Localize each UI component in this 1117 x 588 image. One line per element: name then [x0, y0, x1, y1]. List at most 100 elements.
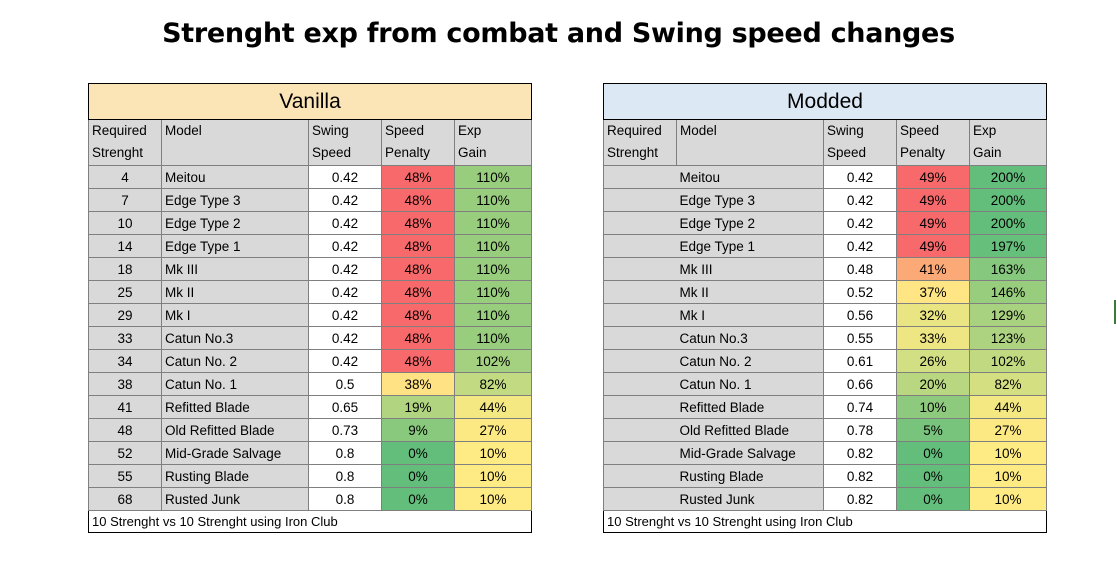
model-cell: Mk I	[161, 303, 309, 327]
speed-penalty-cell: 38%	[381, 372, 455, 396]
model-cell: Edge Type 3	[676, 188, 824, 212]
speed-penalty-cell: 49%	[896, 165, 970, 189]
modded-table: Modded Required Strenght Model Swing Speed…	[603, 83, 1047, 533]
swing-speed-cell: 0.42	[308, 280, 382, 304]
swing-speed-cell: 0.42	[823, 165, 897, 189]
exp-gain-cell: 197%	[969, 234, 1047, 258]
modded-heading: Modded	[603, 83, 1047, 120]
swing-speed-cell: 0.42	[308, 165, 382, 189]
swing-speed-cell: 0.82	[823, 464, 897, 488]
swing-speed-cell: 0.52	[823, 280, 897, 304]
exp-gain-cell: 27%	[453, 418, 533, 442]
swing-speed-cell: 0.5	[308, 372, 382, 396]
speed-penalty-cell: 49%	[896, 234, 970, 258]
required-strenght-cell: 14	[88, 234, 162, 258]
col-exp-gain: Exp Gain	[453, 119, 533, 166]
required-strenght-cell: 10	[88, 211, 162, 235]
speed-penalty-cell: 10%	[896, 395, 970, 419]
speed-penalty-cell: 0%	[381, 487, 455, 511]
required-strenght-cell: 18	[88, 257, 162, 281]
model-cell: Catun No.3	[676, 326, 824, 350]
table-row: Catun No. 1 0.66 20% 82%	[603, 372, 1047, 396]
table-row: 29 Mk I 0.42 48% 110%	[88, 303, 533, 327]
table-row: Catun No.3 0.55 33% 123%	[603, 326, 1047, 350]
swing-speed-cell: 0.42	[308, 257, 382, 281]
exp-gain-cell: 110%	[453, 280, 533, 304]
speed-penalty-cell: 49%	[896, 211, 970, 235]
table-row: Mid-Grade Salvage 0.82 0% 10%	[603, 441, 1047, 465]
table-row: 4 Meitou 0.42 48% 110%	[88, 165, 533, 189]
model-cell: Edge Type 2	[676, 211, 824, 235]
exp-gain-cell: 10%	[969, 441, 1047, 465]
model-cell: Rusted Junk	[161, 487, 309, 511]
model-cell: Edge Type 1	[676, 234, 824, 258]
speed-penalty-cell: 48%	[381, 188, 455, 212]
table-row: Rusting Blade 0.82 0% 10%	[603, 464, 1047, 488]
vanilla-heading: Vanilla	[87, 83, 533, 120]
required-strenght-cell: 38	[88, 372, 162, 396]
swing-speed-cell: 0.78	[823, 418, 897, 442]
swing-speed-cell: 0.55	[823, 326, 897, 350]
table-row: 10 Edge Type 2 0.42 48% 110%	[88, 211, 533, 235]
speed-penalty-cell: 48%	[381, 211, 455, 235]
speed-penalty-cell: 37%	[896, 280, 970, 304]
swing-speed-cell: 0.42	[308, 303, 382, 327]
swing-speed-cell: 0.48	[823, 257, 897, 281]
swing-speed-cell: 0.74	[823, 395, 897, 419]
exp-gain-cell: 110%	[453, 257, 533, 281]
vanilla-table: Vanilla Required Strenght Model Swing Spee…	[87, 83, 533, 533]
required-strenght-cell	[603, 280, 677, 304]
model-cell: Catun No.3	[161, 326, 309, 350]
speed-penalty-cell: 48%	[381, 349, 455, 373]
table-row: Edge Type 1 0.42 49% 197%	[603, 234, 1047, 258]
table-row: 52 Mid-Grade Salvage 0.8 0% 10%	[88, 441, 533, 465]
exp-gain-cell: 10%	[453, 487, 533, 511]
required-strenght-cell	[603, 303, 677, 327]
swing-speed-cell: 0.73	[308, 418, 382, 442]
speed-penalty-cell: 49%	[896, 188, 970, 212]
table-row: Mk II 0.52 37% 146%	[603, 280, 1047, 304]
exp-gain-cell: 123%	[969, 326, 1047, 350]
exp-gain-cell: 129%	[969, 303, 1047, 327]
model-cell: Meitou	[676, 165, 824, 189]
required-strenght-cell: 25	[88, 280, 162, 304]
table-row: 38 Catun No. 1 0.5 38% 82%	[88, 372, 533, 396]
speed-penalty-cell: 9%	[381, 418, 455, 442]
required-strenght-cell	[603, 464, 677, 488]
swing-speed-cell: 0.65	[308, 395, 382, 419]
model-cell: Mk III	[676, 257, 824, 281]
speed-penalty-cell: 0%	[896, 441, 970, 465]
model-cell: Old Refitted Blade	[676, 418, 824, 442]
speed-penalty-cell: 5%	[896, 418, 970, 442]
exp-gain-cell: 110%	[453, 211, 533, 235]
exp-gain-cell: 10%	[969, 487, 1047, 511]
model-cell: Mk II	[161, 280, 309, 304]
model-cell: Mk I	[676, 303, 824, 327]
swing-speed-cell: 0.8	[308, 441, 382, 465]
exp-gain-cell: 110%	[453, 165, 533, 189]
vanilla-column-headers: Required Strenght Model Swing Speed Speed P…	[88, 119, 533, 166]
table-row: 48 Old Refitted Blade 0.73 9% 27%	[88, 418, 533, 442]
model-cell: Edge Type 1	[161, 234, 309, 258]
speed-penalty-cell: 19%	[381, 395, 455, 419]
speed-penalty-cell: 20%	[896, 372, 970, 396]
speed-penalty-cell: 32%	[896, 303, 970, 327]
required-strenght-cell: 68	[88, 487, 162, 511]
table-row: Old Refitted Blade 0.78 5% 27%	[603, 418, 1047, 442]
swing-speed-cell: 0.42	[308, 326, 382, 350]
required-strenght-cell	[603, 165, 677, 189]
required-strenght-cell	[603, 349, 677, 373]
exp-gain-cell: 82%	[969, 372, 1047, 396]
table-row: 68 Rusted Junk 0.8 0% 10%	[88, 487, 533, 511]
vanilla-footer: 10 Strenght vs 10 Strenght using Iron Cl…	[87, 510, 533, 533]
exp-gain-cell: 110%	[453, 326, 533, 350]
exp-gain-cell: 102%	[453, 349, 533, 373]
col-required-strenght: Required Strenght	[603, 119, 677, 166]
model-cell: Catun No. 1	[676, 372, 824, 396]
exp-gain-cell: 110%	[453, 188, 533, 212]
speed-penalty-cell: 26%	[896, 349, 970, 373]
exp-gain-cell: 82%	[453, 372, 533, 396]
exp-gain-cell: 200%	[969, 211, 1047, 235]
model-cell: Old Refitted Blade	[161, 418, 309, 442]
swing-speed-cell: 0.66	[823, 372, 897, 396]
